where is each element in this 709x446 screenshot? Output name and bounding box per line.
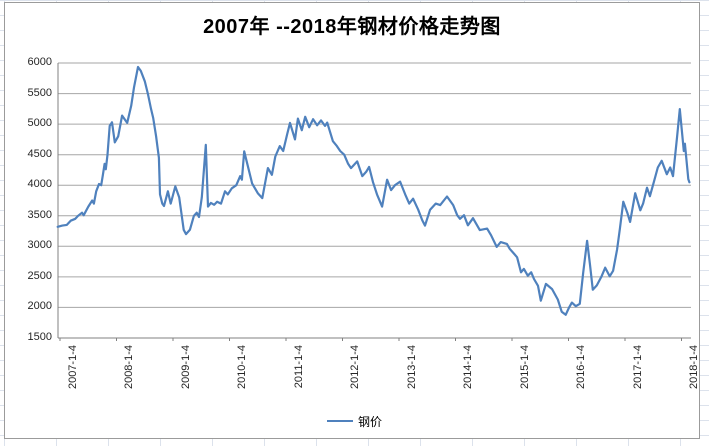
chart-frame[interactable] — [4, 2, 700, 439]
